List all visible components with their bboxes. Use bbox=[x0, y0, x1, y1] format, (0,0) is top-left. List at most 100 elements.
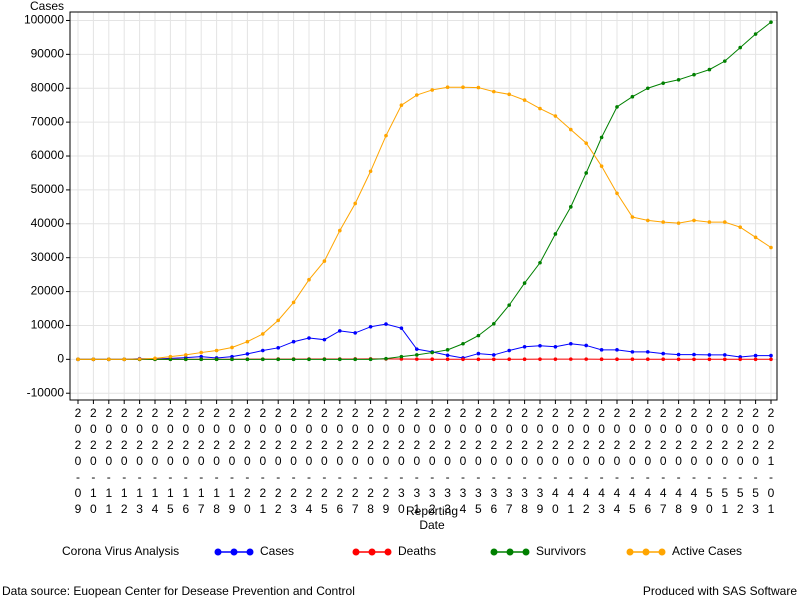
y-tick-label: 60000 bbox=[31, 148, 65, 162]
data-point bbox=[368, 169, 373, 174]
data-point bbox=[723, 353, 727, 357]
x-tick-label: 2020-11 bbox=[102, 406, 116, 518]
x-tick-label: 2021-01 bbox=[764, 406, 778, 518]
legend-marker bbox=[658, 548, 666, 556]
data-point bbox=[538, 343, 542, 348]
x-axis-label: Date bbox=[419, 518, 445, 532]
data-point bbox=[569, 205, 573, 209]
data-point bbox=[399, 103, 404, 107]
x-tick-label: 2020-28 bbox=[364, 406, 378, 518]
legend-marker bbox=[506, 548, 514, 556]
data-point bbox=[322, 259, 327, 263]
data-point bbox=[646, 218, 650, 223]
data-point bbox=[291, 339, 296, 344]
credit-note: Produced with SAS Software bbox=[643, 584, 797, 598]
data-point bbox=[199, 354, 203, 359]
data-point bbox=[492, 321, 496, 326]
data-point bbox=[168, 357, 173, 362]
x-tick-label: 2020-30 bbox=[394, 406, 408, 518]
data-point bbox=[723, 357, 727, 362]
data-point bbox=[399, 326, 404, 330]
x-tick-label: 2020-21 bbox=[256, 406, 270, 518]
data-point bbox=[615, 357, 619, 362]
data-point bbox=[384, 322, 388, 326]
data-point bbox=[261, 332, 265, 336]
x-tick-label: 2020-23 bbox=[287, 406, 301, 518]
data-point bbox=[707, 220, 712, 224]
data-point bbox=[630, 350, 635, 354]
data-point bbox=[676, 357, 681, 362]
x-tick-label: 2020-29 bbox=[379, 406, 393, 518]
data-point bbox=[368, 357, 373, 362]
legend-marker bbox=[522, 548, 530, 556]
data-point bbox=[492, 353, 496, 357]
data-point bbox=[230, 354, 234, 359]
x-tick-label: 2020-19 bbox=[225, 406, 239, 518]
legend-label: Survivors bbox=[536, 544, 586, 558]
y-tick-label: 50000 bbox=[31, 182, 65, 196]
data-point bbox=[214, 357, 219, 362]
data-point bbox=[415, 357, 419, 361]
data-point bbox=[723, 59, 727, 63]
data-point bbox=[415, 347, 419, 351]
x-tick-label: 2020-48 bbox=[672, 406, 686, 518]
x-tick-label: 2020-37 bbox=[502, 406, 516, 518]
data-point bbox=[553, 232, 558, 236]
legend-marker bbox=[214, 548, 222, 556]
data-point bbox=[153, 356, 157, 361]
y-tick-label: -10000 bbox=[27, 385, 65, 399]
data-point bbox=[384, 133, 388, 138]
data-point bbox=[338, 357, 342, 362]
data-point bbox=[76, 357, 80, 362]
data-point bbox=[630, 94, 635, 99]
data-point bbox=[661, 357, 665, 362]
legend-title: Corona Virus Analysis bbox=[62, 544, 179, 558]
x-tick-label: 2020-31 bbox=[410, 406, 424, 518]
data-point bbox=[615, 191, 619, 196]
source-note: Data source: Euopean Center for Desease … bbox=[2, 584, 355, 598]
x-tick-label: 2020-47 bbox=[656, 406, 670, 518]
data-point bbox=[538, 357, 542, 361]
legend-marker bbox=[384, 548, 392, 556]
data-point bbox=[353, 357, 358, 362]
data-point bbox=[307, 336, 311, 340]
data-point bbox=[553, 357, 558, 361]
data-point bbox=[445, 357, 450, 362]
data-point bbox=[738, 357, 742, 362]
y-tick-label: 80000 bbox=[31, 80, 65, 94]
data-point bbox=[661, 81, 665, 85]
data-point bbox=[214, 348, 219, 353]
data-point bbox=[476, 333, 481, 338]
data-point bbox=[492, 357, 496, 362]
data-point bbox=[384, 356, 388, 361]
series-line bbox=[78, 323, 771, 360]
x-tick-label: 2020-46 bbox=[641, 406, 655, 518]
data-point bbox=[676, 221, 681, 225]
x-tick-label: 2020-43 bbox=[595, 406, 609, 518]
legend-marker bbox=[246, 548, 254, 556]
x-tick-label: 2020-52 bbox=[733, 406, 747, 518]
data-point bbox=[676, 77, 681, 82]
series-line bbox=[78, 21, 772, 360]
data-point bbox=[415, 353, 419, 357]
data-point bbox=[476, 85, 481, 90]
data-point bbox=[692, 72, 696, 77]
data-point bbox=[584, 343, 588, 348]
x-tick-label: 2020-24 bbox=[302, 406, 316, 518]
x-tick-label: 2020-09 bbox=[71, 406, 85, 518]
y-tick-label: 20000 bbox=[31, 284, 65, 298]
x-tick-label: 2020-10 bbox=[86, 406, 100, 518]
x-tick-label: 2020-15 bbox=[163, 406, 177, 518]
data-point bbox=[538, 106, 542, 111]
data-point bbox=[291, 300, 296, 305]
data-point bbox=[615, 348, 619, 352]
data-point bbox=[476, 357, 481, 362]
data-point bbox=[615, 105, 619, 109]
x-tick-label: 2020-40 bbox=[548, 406, 562, 518]
data-point bbox=[276, 318, 281, 323]
data-point bbox=[415, 93, 419, 97]
x-tick-label: 2020-44 bbox=[610, 406, 624, 518]
data-point bbox=[738, 45, 742, 50]
x-tick-label: 2020-53 bbox=[749, 406, 763, 518]
